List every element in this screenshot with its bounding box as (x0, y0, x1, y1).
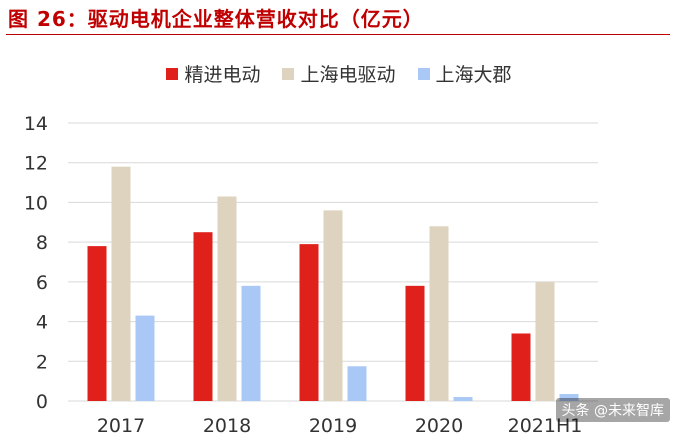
bar-2018-series-2 (217, 196, 237, 401)
y-tick-label: 2 (36, 351, 48, 373)
bar-2020-series-1 (405, 285, 425, 401)
bar-2020-series-2 (429, 226, 449, 401)
y-tick-label: 8 (36, 232, 48, 254)
y-tick-label: 14 (24, 113, 48, 135)
chart-legend: 精进电动 上海电驱动 上海大郡 (0, 60, 678, 87)
legend-item-series-2: 上海电驱动 (282, 60, 396, 87)
watermark: 头条 @未来智库 (555, 398, 670, 422)
x-tick-label: 2021H1 (508, 415, 583, 436)
y-tick-label: 4 (36, 312, 48, 334)
bar-2017-series-1 (87, 246, 107, 401)
title-divider (6, 34, 670, 35)
x-tick-label: 2020 (415, 415, 463, 436)
bar-2021H1-series-2 (535, 281, 555, 401)
bar-2019-series-2 (323, 210, 343, 401)
bar-2019-series-1 (299, 244, 319, 401)
bar-2021H1-series-3 (559, 394, 579, 401)
bar-2017-series-3 (135, 315, 155, 401)
bar-2019-series-3 (347, 366, 367, 401)
y-tick-label: 6 (36, 272, 48, 294)
y-tick-label: 0 (36, 391, 48, 413)
y-tick-label: 10 (24, 192, 48, 214)
x-tick-label: 2019 (309, 415, 357, 436)
legend-swatch-series-2 (282, 67, 295, 80)
legend-label-series-1: 精进电动 (184, 64, 261, 86)
bar-2018-series-3 (241, 285, 261, 401)
y-tick-label: 12 (24, 153, 48, 175)
legend-label-series-3: 上海大郡 (435, 64, 512, 86)
bar-2017-series-2 (111, 166, 131, 401)
bar-2018-series-1 (193, 232, 213, 401)
figure-title: 图 26：驱动电机企业整体营收对比（亿元） (8, 7, 424, 31)
legend-swatch-series-3 (417, 67, 430, 80)
legend-swatch-series-1 (166, 67, 179, 80)
legend-label-series-2: 上海电驱动 (300, 64, 396, 86)
bar-2020-series-3 (453, 397, 473, 401)
legend-item-series-1: 精进电动 (166, 60, 260, 87)
x-tick-label: 2018 (203, 415, 251, 436)
legend-item-series-3: 上海大郡 (417, 60, 512, 87)
bar-2021H1-series-1 (511, 333, 531, 401)
x-tick-label: 2017 (97, 415, 145, 436)
